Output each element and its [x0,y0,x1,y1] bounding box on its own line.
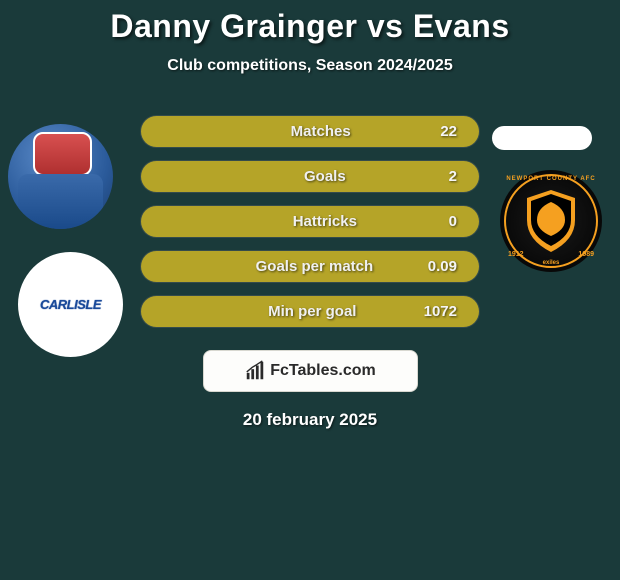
stat-value: 22 [440,123,457,140]
stat-label: Hattricks [201,213,449,230]
stat-label: Min per goal [201,303,424,320]
brand-text: FcTables.com [270,362,376,380]
player-left-avatar [8,124,113,229]
stat-row: Hattricks0 [140,205,480,238]
club-badge-right: NEWPORT COUNTY AFC 1912 1989 exiles [500,170,602,272]
page-title: Danny Grainger vs Evans [0,8,620,45]
stat-label: Goals [201,168,449,185]
comparison-card: Danny Grainger vs Evans Club competition… [0,0,620,430]
player-right-avatar [492,126,592,150]
shield-icon [521,186,581,256]
brand-badge[interactable]: FcTables.com [203,350,418,392]
chart-icon [244,360,266,382]
stat-label: Goals per match [201,258,428,275]
stat-row: Min per goal1072 [140,295,480,328]
club-left-label: CARLISLE [40,297,101,312]
stat-label: Matches [201,123,440,140]
stat-row: Goals per match0.09 [140,250,480,283]
stat-row: Matches22 [140,115,480,148]
club-right-top-text: NEWPORT COUNTY AFC [500,176,602,182]
club-right-bottom-text: exiles [500,260,602,266]
stat-value: 2 [449,168,457,185]
subtitle: Club competitions, Season 2024/2025 [0,57,620,75]
date-label: 20 february 2025 [0,410,620,430]
club-badge-left: CARLISLE [18,252,123,357]
stats-list: Matches22 Goals2 Hattricks0 Goals per match… [140,115,480,328]
stat-value: 0.09 [428,258,457,275]
stat-value: 0 [449,213,457,230]
stat-value: 1072 [424,303,457,320]
stat-row: Goals2 [140,160,480,193]
